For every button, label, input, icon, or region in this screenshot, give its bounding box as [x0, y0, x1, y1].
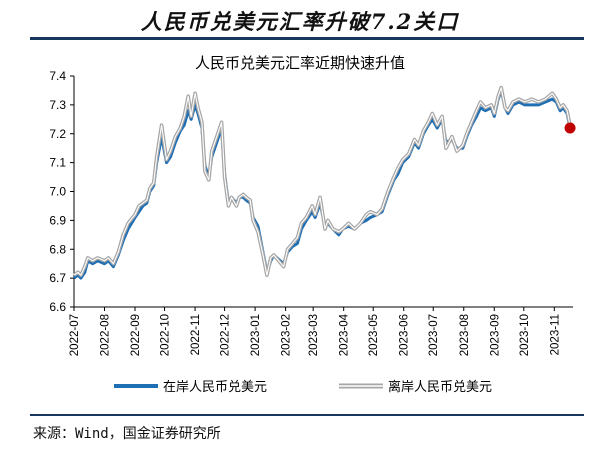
x-axis: 2022-07 2022-08 2022-09 2022-10 2022-11 2022-… — [69, 306, 573, 356]
x-tick-label: 2023-05 — [368, 314, 380, 356]
line-chart: 人民币兑美元汇率近期快速升值 6.6 6.7 6.8 6.9 7.0 7.1 7.2 7.3 7… — [49, 54, 576, 395]
page-title: 人民币兑美元汇率升破7.2关口 — [140, 9, 460, 34]
y-tick-label: 6.7 — [49, 271, 66, 285]
latest-value-marker — [564, 122, 576, 134]
legend-label-offshore: 离岸人民币兑美元 — [388, 379, 492, 395]
y-tick-label: 7.4 — [49, 69, 66, 83]
source-note: 来源：Wind，国金证券研究所 — [33, 426, 221, 442]
series-layer — [72, 85, 576, 280]
x-tick-label: 2023-02 — [281, 314, 293, 356]
x-tick-label: 2023-03 — [308, 314, 320, 356]
x-tick-label: 2022-12 — [220, 314, 232, 356]
x-tick-label: 2022-08 — [100, 314, 112, 356]
x-tick-label: 2023-07 — [428, 314, 440, 356]
header-rule — [30, 37, 584, 40]
y-tick-label: 6.8 — [49, 242, 66, 256]
x-tick-label: 2023-06 — [399, 314, 411, 356]
footer-rule — [30, 414, 584, 416]
y-tick-label: 7.3 — [49, 98, 66, 112]
series-offshore-line-inner — [73, 87, 571, 276]
report-header: 人民币兑美元汇率升破7.2关口 — [0, 0, 600, 42]
y-tick-label: 7.0 — [49, 185, 66, 199]
x-tick-label: 2022-09 — [130, 314, 142, 356]
y-axis: 6.6 6.7 6.8 6.9 7.0 7.1 7.2 7.3 7.4 — [49, 69, 75, 314]
x-tick-label: 2022-10 — [160, 314, 172, 356]
x-tick-label: 2023-11 — [549, 314, 561, 355]
legend-label-onshore: 在岸人民币兑美元 — [163, 380, 267, 395]
y-tick-label: 6.9 — [49, 213, 66, 227]
series-onshore-line — [73, 88, 572, 280]
x-tick-label: 2023-04 — [339, 313, 351, 356]
y-tick-label: 7.1 — [49, 156, 66, 170]
x-tick-label: 2023-08 — [459, 314, 471, 356]
y-tick-label: 7.2 — [49, 127, 66, 141]
legend: 在岸人民币兑美元 离岸人民币兑美元 — [114, 379, 492, 395]
chart-title: 人民币兑美元汇率近期快速升值 — [195, 54, 405, 72]
x-tick-label: 2023-10 — [519, 314, 531, 356]
x-tick-label: 2023-01 — [250, 314, 262, 356]
x-tick-label: 2023-09 — [489, 314, 501, 356]
x-tick-label: 2022-11 — [190, 314, 202, 355]
chart-panel: 人民币兑美元汇率近期快速升值 6.6 6.7 6.8 6.9 7.0 7.1 7.2 7.3 7… — [0, 42, 600, 410]
y-tick-label: 6.6 — [49, 300, 66, 314]
x-tick-label: 2022-07 — [69, 314, 81, 356]
